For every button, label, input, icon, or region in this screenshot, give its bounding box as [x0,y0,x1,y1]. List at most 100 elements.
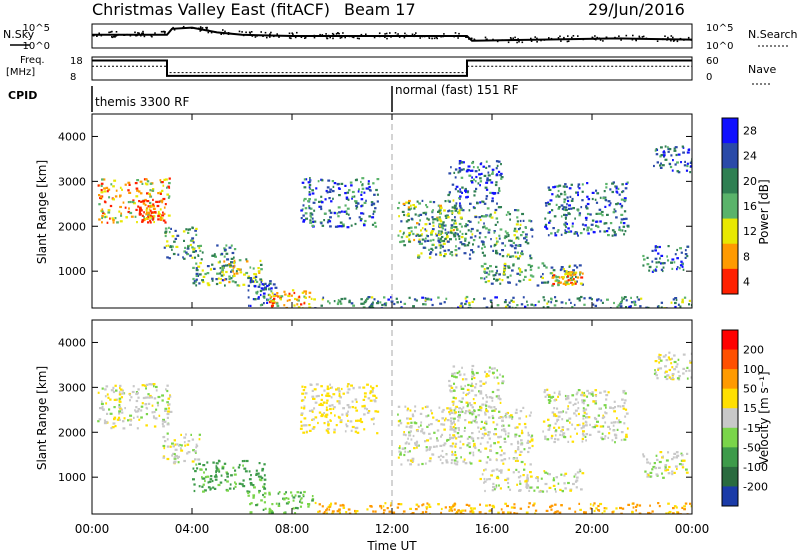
heatmap-cell [449,445,453,448]
heatmap-cell [503,440,507,443]
heatmap-cell [684,253,688,256]
heatmap-cell [445,231,447,234]
heatmap-cell [475,187,478,190]
heatmap-cell [553,399,557,402]
nsky-point [136,34,138,37]
heatmap-cell [460,302,463,305]
heatmap-cell [337,301,340,304]
nsky-point [548,37,550,39]
heatmap-cell [312,418,315,421]
heatmap-cell [586,229,590,232]
nsky-point [199,27,202,30]
heatmap-cell [481,200,484,203]
heatmap-cell [456,432,460,435]
heatmap-cell [368,185,371,189]
heatmap-cell [335,424,338,427]
heatmap-cell [683,164,687,167]
heatmap-cell [297,507,299,510]
heatmap-cell [458,197,461,200]
heatmap-cell [360,212,363,215]
heatmap-cell [555,195,558,198]
heatmap-cell [575,479,579,482]
heatmap-cell [654,249,657,252]
heatmap-cell [296,298,299,301]
heatmap-cell [495,237,498,240]
heatmap-cell [118,210,121,213]
heatmap-cell [112,221,115,224]
heatmap-cell [230,261,233,264]
heatmap-cell [348,512,352,514]
heatmap-cell [518,280,522,283]
heatmap-cell [361,183,364,186]
heatmap-cell [491,200,494,203]
nsky-point [442,35,444,38]
heatmap-cell [466,405,469,408]
heatmap-cell [268,493,271,496]
heatmap-cell [343,297,347,300]
nsky-point [683,39,685,41]
heatmap-cell [499,487,502,490]
heatmap-cell [219,272,222,275]
heatmap-cell [478,231,482,235]
heatmap-cell [473,409,476,412]
heatmap-cell [663,155,665,158]
heatmap-cell [157,404,160,407]
y-tick-label: 1000 [58,265,86,278]
nsky-point [96,35,98,37]
heatmap-cell [587,226,590,229]
heatmap-cell [473,442,476,445]
heatmap-cell [230,270,233,273]
heatmap-cell [659,257,661,260]
heatmap-cell [390,502,393,505]
heatmap-cell [601,214,604,217]
heatmap-cell [293,291,296,295]
heatmap-cell [103,187,107,190]
heatmap-cell [497,397,501,400]
nsky-point [567,35,569,37]
heatmap-cell [647,511,651,514]
heatmap-cell [252,267,255,270]
heatmap-cell [651,468,654,471]
heatmap-cell [305,217,309,220]
heatmap-cell [484,489,486,493]
nsky-point [143,35,146,38]
heatmap-cell [326,191,329,194]
colorbar-swatch [722,330,738,351]
heatmap-cell [582,414,586,417]
heatmap-cell [668,358,672,361]
heatmap-cell [472,166,475,169]
nsky-point [241,31,243,33]
heatmap-cell [241,483,244,486]
heatmap-cell [159,218,163,221]
heatmap-cell [546,302,549,305]
heatmap-cell [680,452,683,455]
heatmap-cell [328,220,332,223]
heatmap-cell [192,248,195,251]
nsky-point [313,36,316,39]
heatmap-cell [362,222,366,226]
nsky-point [386,37,388,40]
heatmap-cell [557,189,560,193]
x-tick-label: 16:00 [475,522,510,536]
heatmap-cell [465,410,468,413]
heatmap-cell [561,489,565,493]
heatmap-cell [544,217,547,220]
heatmap-cell [577,183,581,186]
heatmap-cell [567,279,570,282]
nsky-point [182,27,184,29]
heatmap-cell [451,206,454,209]
nsky-point [631,38,634,41]
heatmap-cell [479,201,482,204]
heatmap-cell [529,254,531,257]
heatmap-cell [413,298,417,301]
heatmap-cell [655,374,658,377]
heatmap-cell [582,426,585,429]
heatmap-cell [571,225,574,228]
heatmap-cell [403,213,406,217]
heatmap-cell [163,206,166,209]
heatmap-cell [581,399,584,402]
heatmap-cell [555,275,557,278]
nsky-point [290,37,292,40]
heatmap-cell [323,412,326,415]
heatmap-cell [686,151,690,154]
